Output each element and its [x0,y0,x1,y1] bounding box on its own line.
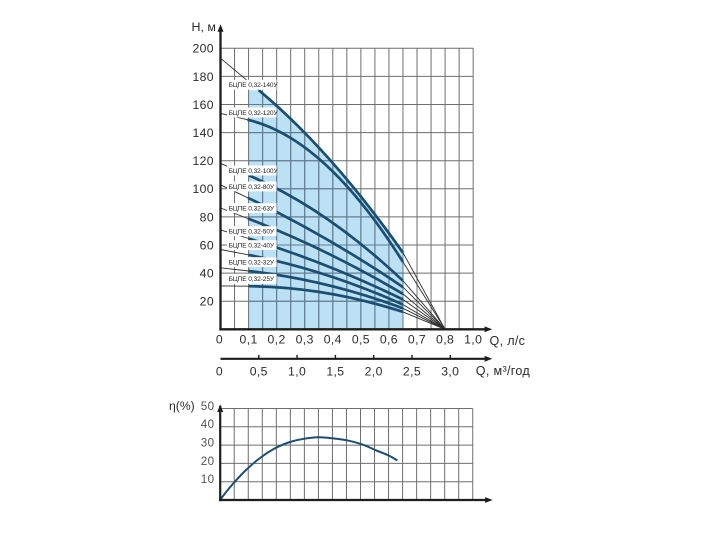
svg-text:0,3: 0,3 [296,333,314,347]
svg-text:БЦПЕ 0,32-80У: БЦПЕ 0,32-80У [229,184,275,191]
svg-text:30: 30 [201,437,215,450]
svg-text:0,6: 0,6 [380,333,398,347]
svg-text:2,5: 2,5 [403,365,421,379]
svg-text:200: 200 [192,42,214,56]
svg-text:180: 180 [192,70,214,84]
svg-text:1,5: 1,5 [326,365,344,379]
svg-text:η(%): η(%) [169,399,195,413]
svg-text:1,0: 1,0 [464,333,482,347]
svg-text:160: 160 [192,98,214,112]
svg-text:0,2: 0,2 [268,333,286,347]
svg-text:60: 60 [200,238,214,252]
svg-text:120: 120 [192,154,214,168]
svg-text:БЦПЕ 0,32-120У: БЦПЕ 0,32-120У [229,110,279,117]
svg-text:БЦПЕ 0,32-63У: БЦПЕ 0,32-63У [229,206,275,213]
svg-text:БЦПЕ 0,32-40У: БЦПЕ 0,32-40У [229,243,275,250]
svg-text:Q, м³/год: Q, м³/год [476,364,531,378]
svg-text:40: 40 [200,267,214,281]
svg-text:140: 140 [192,126,214,140]
svg-text:1,0: 1,0 [288,365,306,379]
svg-text:50: 50 [201,400,215,413]
svg-text:БЦПЕ 0,32-100У: БЦПЕ 0,32-100У [229,168,279,175]
svg-text:0,4: 0,4 [324,333,342,347]
svg-text:3,0: 3,0 [441,365,459,379]
svg-text:100: 100 [192,182,214,196]
svg-text:0,5: 0,5 [352,333,370,347]
svg-text:0: 0 [216,365,223,379]
svg-text:0,7: 0,7 [408,333,426,347]
svg-text:Н, м: Н, м [192,20,216,34]
svg-text:0: 0 [216,333,223,347]
svg-text:80: 80 [200,210,214,224]
svg-text:БЦПЕ 0,32-25У: БЦПЕ 0,32-25У [229,276,275,283]
svg-text:0,1: 0,1 [240,333,258,347]
svg-text:2,0: 2,0 [365,365,383,379]
svg-text:0,5: 0,5 [250,365,268,379]
svg-text:БЦПЕ 0,32-50У: БЦПЕ 0,32-50У [229,229,275,236]
svg-text:Q, л/с: Q, л/с [490,334,526,348]
svg-text:20: 20 [201,455,215,468]
svg-text:БЦПЕ 0,32-140У: БЦПЕ 0,32-140У [229,82,279,89]
svg-text:40: 40 [201,418,215,431]
svg-text:БЦПЕ 0,32-32У: БЦПЕ 0,32-32У [229,260,275,267]
svg-text:10: 10 [201,473,215,486]
svg-text:0,8: 0,8 [436,333,454,347]
svg-text:20: 20 [200,295,214,309]
